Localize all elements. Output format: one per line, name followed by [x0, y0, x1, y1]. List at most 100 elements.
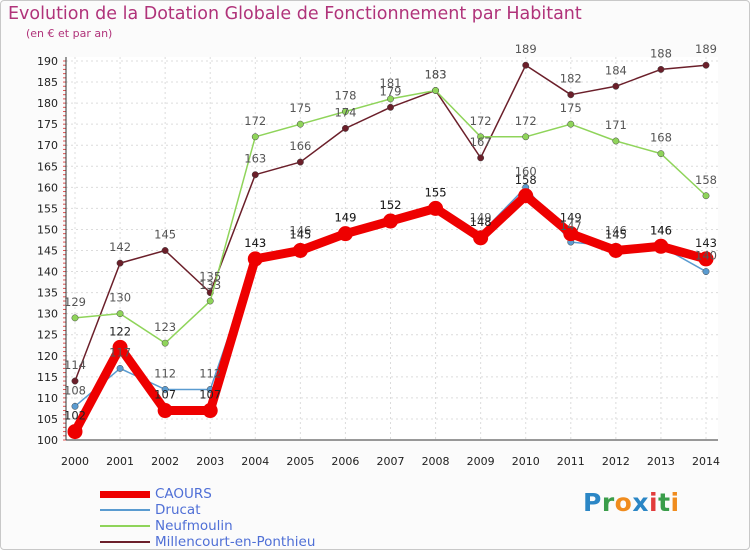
y-tick-label: 120: [37, 350, 58, 363]
data-label-caours: 107: [199, 388, 221, 402]
data-point-drucat: [161, 386, 169, 393]
data-label-drucat: 143: [244, 236, 266, 250]
x-tick-label: 2000: [61, 455, 89, 468]
data-label-caours: 107: [154, 388, 176, 402]
data-point-caours: [67, 424, 83, 440]
y-tick-label: 155: [37, 202, 58, 215]
data-point-millencourt-en-ponthieu: [341, 124, 349, 132]
data-label-millencourt-en-ponthieu: 184: [605, 63, 627, 77]
data-label-caours: 149: [560, 211, 582, 225]
data-label-caours: 152: [380, 198, 402, 212]
data-point-millencourt-en-ponthieu: [161, 247, 169, 254]
data-label-caours: 145: [289, 228, 311, 242]
y-tick-label: 160: [37, 181, 58, 194]
legend-swatch-drucat: [100, 509, 150, 511]
logo-letter: r: [601, 488, 615, 517]
legend-swatch-neufmoulin: [100, 525, 150, 527]
data-point-caours: [653, 238, 669, 254]
data-point-neufmoulin: [612, 137, 620, 145]
legend-item-caours: CAOURS: [100, 486, 315, 502]
logo-letter: i: [670, 488, 680, 517]
data-label-neufmoulin: 172: [515, 114, 537, 128]
y-tick-label: 125: [37, 329, 58, 342]
y-tick-label: 105: [37, 413, 58, 426]
y-tick-label: 190: [37, 55, 58, 68]
data-label-neufmoulin: 133: [199, 278, 221, 292]
data-label-millencourt-en-ponthieu: 135: [199, 270, 221, 284]
y-tick-label: 100: [37, 434, 58, 447]
y-tick-label: 185: [37, 76, 58, 89]
x-tick-label: 2006: [331, 455, 359, 468]
data-label-caours: 143: [695, 236, 717, 250]
data-point-neufmoulin: [657, 150, 665, 158]
data-label-drucat: 112: [154, 366, 176, 380]
data-point-millencourt-en-ponthieu: [296, 158, 304, 166]
y-tick-label: 145: [37, 245, 58, 258]
data-point-millencourt-en-ponthieu: [387, 103, 394, 111]
data-point-millencourt-en-ponthieu: [612, 82, 620, 90]
x-tick-label: 2012: [602, 455, 630, 468]
data-label-neufmoulin: 171: [605, 118, 627, 132]
legend-item-millencourt: Millencourt-en-Ponthieu: [100, 534, 315, 550]
y-tick-label: 140: [37, 266, 58, 279]
logo-letter: x: [632, 488, 649, 517]
legend-item-neufmoulin: Neufmoulin: [100, 518, 315, 534]
data-point-drucat: [702, 268, 710, 276]
data-label-millencourt-en-ponthieu: 174: [334, 105, 356, 119]
y-tick-label: 130: [37, 308, 58, 321]
data-label-drucat: 149: [470, 211, 492, 225]
data-label-drucat: 160: [515, 164, 537, 178]
data-point-caours: [608, 243, 624, 258]
data-point-caours: [292, 243, 308, 258]
data-label-drucat: 112: [199, 366, 221, 380]
data-label-drucat: 155: [425, 185, 447, 199]
data-point-millencourt-en-ponthieu: [567, 91, 575, 99]
data-label-neufmoulin: 130: [109, 291, 131, 305]
data-point-millencourt-en-ponthieu: [522, 61, 530, 69]
y-tick-label: 165: [37, 160, 58, 173]
data-label-drucat: 117: [109, 345, 131, 359]
legend-label-millencourt: Millencourt-en-Ponthieu: [155, 534, 316, 550]
data-point-neufmoulin: [341, 108, 349, 115]
x-tick-label: 2013: [647, 455, 675, 468]
data-label-neufmoulin: 168: [650, 131, 672, 145]
data-point-caours: [518, 188, 534, 204]
data-label-drucat: 146: [289, 223, 311, 237]
legend: CAOURS Drucat Neufmoulin Millencourt-en-…: [100, 486, 315, 550]
y-tick-label: 170: [37, 139, 58, 152]
data-point-caours: [698, 251, 714, 267]
data-point-drucat: [116, 364, 124, 372]
data-label-millencourt-en-ponthieu: 166: [289, 139, 311, 153]
y-tick-label: 115: [37, 371, 58, 384]
data-point-caours: [383, 213, 398, 229]
data-point-neufmoulin: [71, 314, 79, 322]
data-label-neufmoulin: 181: [380, 76, 402, 90]
data-label-caours: 155: [425, 185, 447, 199]
data-point-neufmoulin: [567, 120, 575, 128]
data-label-drucat: 147: [560, 219, 582, 233]
x-tick-label: 2003: [196, 455, 224, 468]
data-label-drucat: 108: [64, 383, 86, 397]
data-point-caours: [112, 339, 128, 355]
data-label-millencourt-en-ponthieu: 179: [380, 84, 402, 98]
data-label-caours: 146: [650, 223, 672, 237]
data-label-caours: 158: [515, 173, 537, 187]
legend-label-drucat: Drucat: [155, 502, 201, 518]
data-label-drucat: 146: [650, 223, 672, 237]
data-label-millencourt-en-ponthieu: 183: [425, 67, 447, 81]
x-tick-label: 2008: [422, 455, 450, 468]
data-point-neufmoulin: [522, 133, 530, 141]
logo-letter: P: [583, 488, 602, 517]
legend-label-neufmoulin: Neufmoulin: [155, 518, 233, 534]
data-label-neufmoulin: 129: [64, 295, 86, 309]
data-point-caours: [563, 226, 579, 242]
y-tick-label: 150: [37, 223, 58, 236]
data-point-neufmoulin: [206, 297, 214, 305]
data-label-millencourt-en-ponthieu: 189: [515, 42, 537, 56]
legend-item-drucat: Drucat: [100, 502, 315, 518]
y-tick-label: 135: [37, 287, 58, 300]
data-point-millencourt-en-ponthieu: [702, 61, 710, 69]
data-point-neufmoulin: [116, 310, 124, 318]
data-label-caours: 148: [470, 215, 492, 229]
data-point-millencourt-en-ponthieu: [251, 171, 259, 179]
